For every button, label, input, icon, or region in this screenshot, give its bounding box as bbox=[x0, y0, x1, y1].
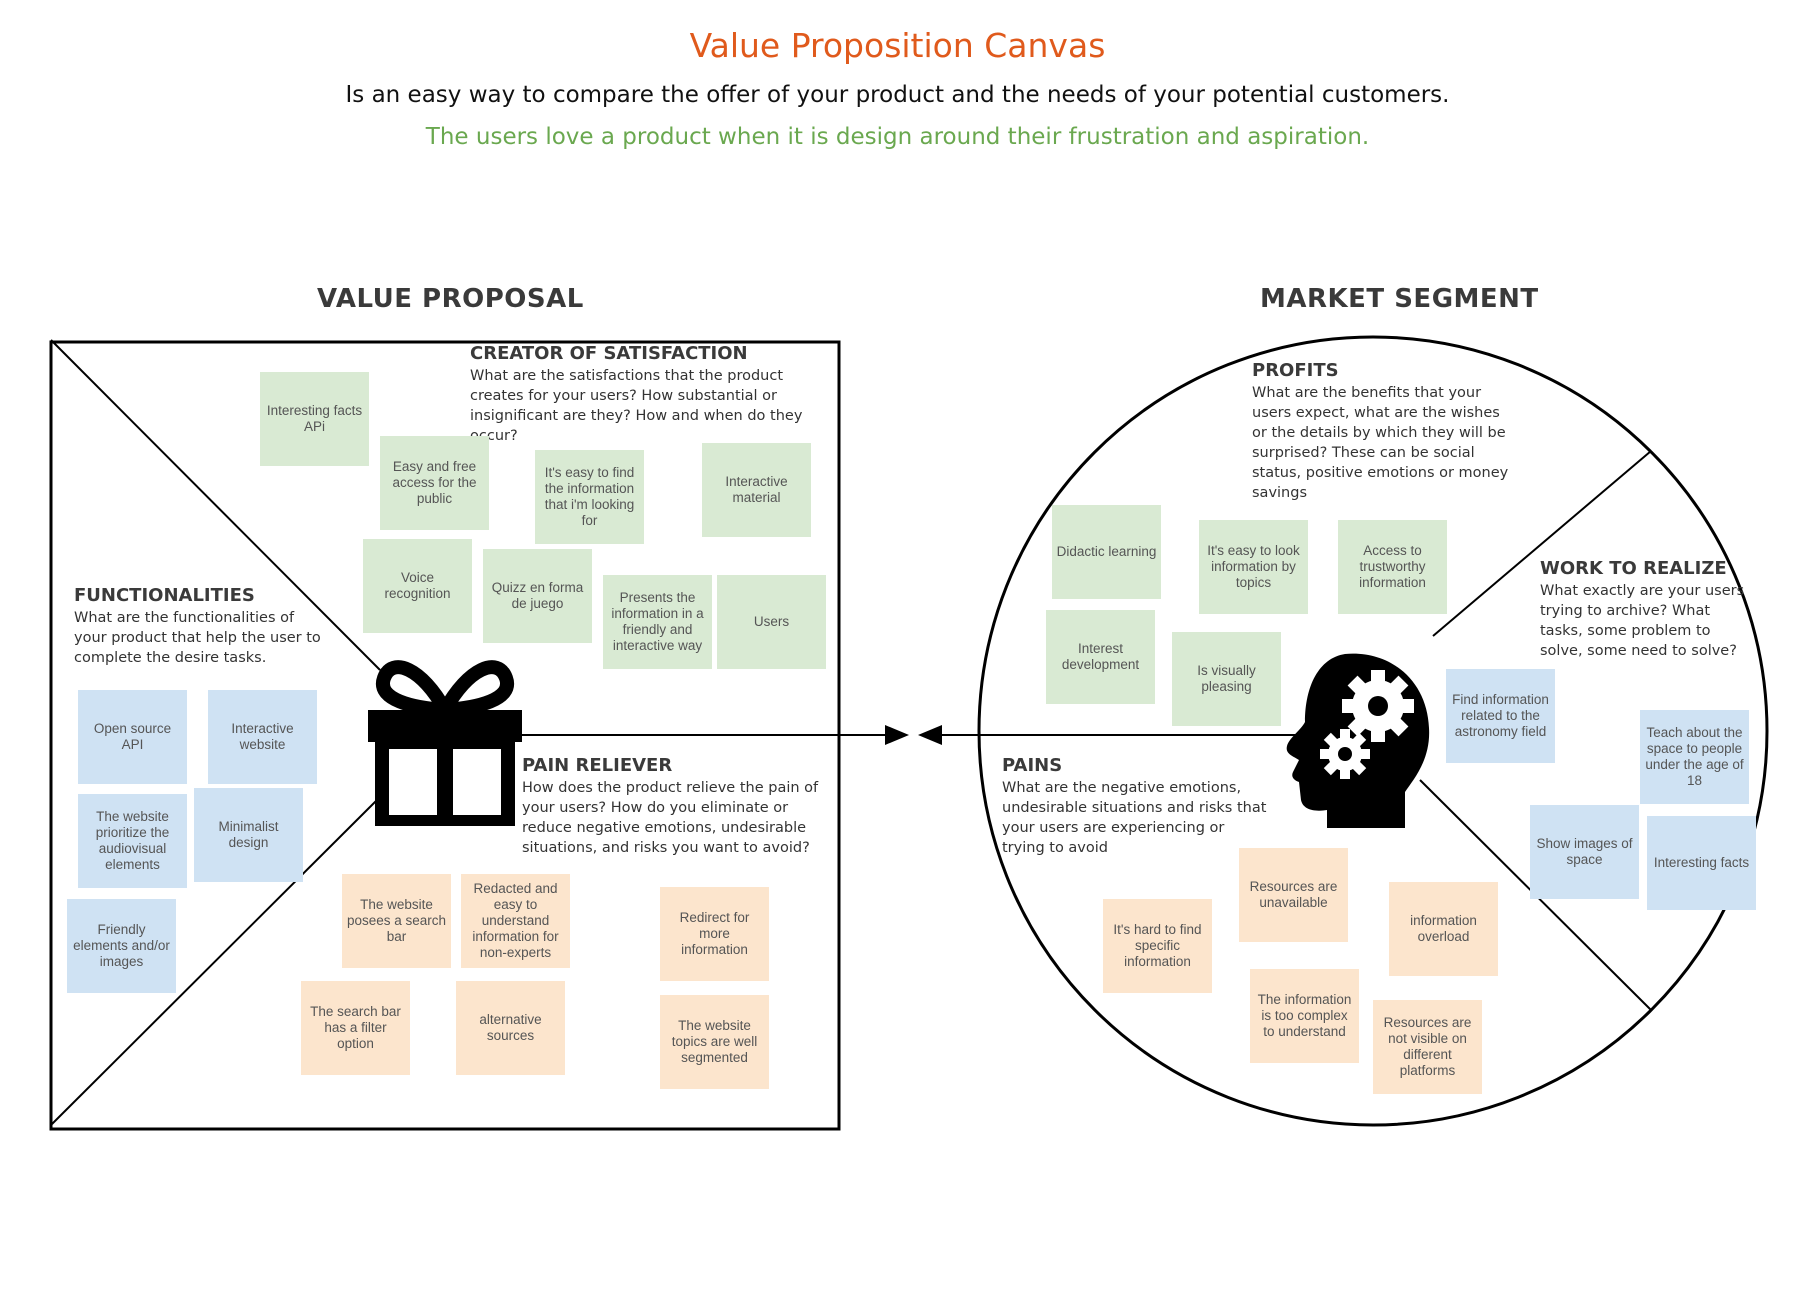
value-proposal-heading: VALUE PROPOSAL bbox=[317, 284, 584, 314]
page-title: Value Proposition Canvas bbox=[689, 26, 1106, 65]
sticky-note: Interesting facts APi bbox=[260, 372, 369, 466]
sticky-note: It's easy to find the information that i… bbox=[535, 450, 644, 544]
sticky-note: Interest development bbox=[1046, 610, 1155, 704]
pains-section: PAINS What are the negative emotions, un… bbox=[1002, 755, 1267, 858]
sticky-note: Interactive website bbox=[208, 690, 317, 784]
page-tagline: The users love a product when it is desi… bbox=[425, 124, 1370, 150]
sticky-note: Didactic learning bbox=[1052, 505, 1161, 599]
market-segment-circle bbox=[977, 335, 1769, 1127]
sticky-note: alternative sources bbox=[456, 981, 565, 1075]
work-section: WORK TO REALIZE What exactly are your us… bbox=[1540, 558, 1750, 661]
profits-desc: What are the benefits that your users ex… bbox=[1252, 385, 1509, 501]
sticky-note: The website posees a search bar bbox=[342, 874, 451, 968]
sticky-note: It's easy to look information by topics bbox=[1199, 520, 1308, 614]
creator-desc: What are the satisfactions that the prod… bbox=[470, 368, 803, 444]
sticky-note: Friendly elements and/or images bbox=[67, 899, 176, 993]
page-subtitle: Is an easy way to compare the offer of y… bbox=[345, 82, 1450, 108]
square-diagonal-top bbox=[50, 339, 381, 671]
head-gears-icon bbox=[1286, 653, 1430, 828]
creator-section: CREATOR OF SATISFACTION What are the sat… bbox=[470, 343, 830, 446]
sticky-note: Resources are unavailable bbox=[1239, 848, 1348, 942]
sticky-note: Find information related to the astronom… bbox=[1446, 669, 1555, 763]
sticky-note: Redirect for more information bbox=[660, 887, 769, 981]
sticky-note: Resources are not visible on different p… bbox=[1373, 1000, 1482, 1094]
sticky-note: Presents the information in a friendly a… bbox=[603, 575, 712, 669]
pains-title: PAINS bbox=[1002, 755, 1063, 776]
circle-line-top bbox=[1432, 450, 1652, 637]
sticky-note: Access to trustworthy information bbox=[1338, 520, 1447, 614]
sticky-note: information overload bbox=[1389, 882, 1498, 976]
gift-icon bbox=[368, 660, 522, 826]
sticky-note: The information is too complex to unders… bbox=[1250, 969, 1359, 1063]
creator-title: CREATOR OF SATISFACTION bbox=[470, 343, 748, 364]
sticky-note: The website prioritize the audiovisual e… bbox=[78, 794, 187, 888]
work-title: WORK TO REALIZE bbox=[1540, 558, 1727, 579]
work-desc: What exactly are your users trying to ar… bbox=[1540, 583, 1745, 659]
sticky-note: Open source API bbox=[78, 690, 187, 784]
pains-desc: What are the negative emotions, undesira… bbox=[1002, 780, 1267, 856]
functionalities-section: FUNCTIONALITIES What are the functionali… bbox=[74, 585, 329, 668]
pain-reliever-desc: How does the product relieve the pain of… bbox=[522, 780, 819, 856]
sticky-note: Is visually pleasing bbox=[1172, 632, 1281, 726]
sticky-note: Interactive material bbox=[702, 443, 811, 537]
pain-reliever-title: PAIN RELIEVER bbox=[522, 755, 673, 776]
sticky-note: Teach about the space to people under th… bbox=[1640, 710, 1749, 804]
sticky-note: Show images of space bbox=[1530, 805, 1639, 899]
sticky-note: Interesting facts bbox=[1647, 816, 1756, 910]
sticky-note: Voice recognition bbox=[363, 539, 472, 633]
functionalities-title: FUNCTIONALITIES bbox=[74, 585, 255, 606]
market-segment-heading: MARKET SEGMENT bbox=[1260, 284, 1539, 314]
square-diagonal-bottom bbox=[50, 796, 381, 1126]
pain-reliever-section: PAIN RELIEVER How does the product relie… bbox=[522, 755, 832, 858]
sticky-note: The search bar has a filter option bbox=[301, 981, 410, 1075]
sticky-note: The website topics are well segmented bbox=[660, 995, 769, 1089]
sticky-note: Users bbox=[717, 575, 826, 669]
sticky-note: Easy and free access for the public bbox=[380, 436, 489, 530]
profits-section: PROFITS What are the benefits that your … bbox=[1252, 360, 1517, 503]
sticky-note: It's hard to find specific information bbox=[1103, 899, 1212, 993]
sticky-note: Quizz en forma de juego bbox=[483, 549, 592, 643]
sticky-note: Redacted and easy to understand informat… bbox=[461, 874, 570, 968]
sticky-note: Minimalist design bbox=[194, 788, 303, 882]
profits-title: PROFITS bbox=[1252, 360, 1339, 381]
functionalities-desc: What are the functionalities of your pro… bbox=[74, 610, 321, 666]
